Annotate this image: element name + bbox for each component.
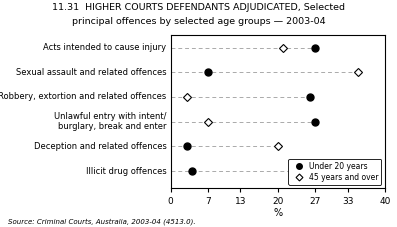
Text: principal offences by selected age groups — 2003-04: principal offences by selected age group… <box>72 17 325 26</box>
Text: Source: Criminal Courts, Australia, 2003-04 (4513.0).: Source: Criminal Courts, Australia, 2003… <box>8 218 196 225</box>
X-axis label: %: % <box>274 208 282 218</box>
Legend: Under 20 years, 45 years and over: Under 20 years, 45 years and over <box>288 159 381 185</box>
Text: 11.31  HIGHER COURTS DEFENDANTS ADJUDICATED, Selected: 11.31 HIGHER COURTS DEFENDANTS ADJUDICAT… <box>52 3 345 12</box>
